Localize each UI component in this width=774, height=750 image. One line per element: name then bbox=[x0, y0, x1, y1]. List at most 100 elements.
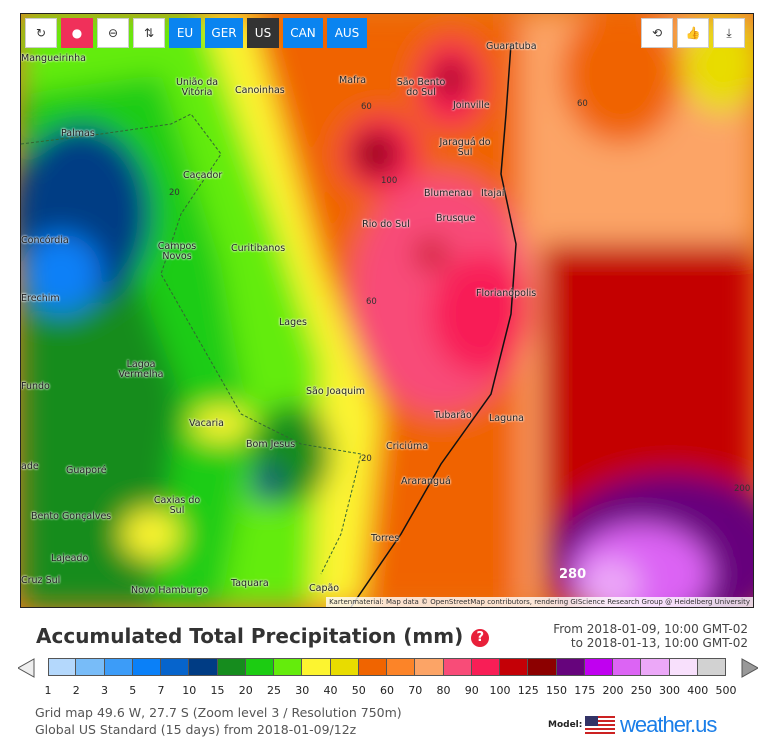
city-label: Bento Gonçalves bbox=[31, 511, 112, 522]
city-label: Blumenau bbox=[424, 188, 473, 199]
city-label: Rio do Sul bbox=[362, 219, 410, 230]
time-range: From 2018-01-09, 10:00 GMT-02 to 2018-01-… bbox=[553, 622, 748, 650]
model-label: Model: bbox=[548, 720, 583, 730]
colorbar-tick-label: 20 bbox=[238, 684, 253, 697]
download-icon: ⤓ bbox=[726, 25, 732, 40]
city-label: Erechim bbox=[21, 293, 60, 304]
colorbar-tick-label: 200 bbox=[602, 684, 624, 697]
colorbar bbox=[34, 658, 740, 678]
colorbar-swatch bbox=[189, 658, 218, 676]
colorbar-tick-label: 5 bbox=[129, 684, 137, 697]
city-label: Laguna bbox=[489, 413, 525, 424]
contour-label: 20 bbox=[361, 454, 372, 464]
colorbar-swatch bbox=[330, 658, 359, 676]
city-label: Cruz Sul bbox=[21, 575, 61, 586]
zoom-out-icon: ⊖ bbox=[107, 26, 119, 40]
range-from: From 2018-01-09, 10:00 GMT-02 bbox=[553, 622, 748, 636]
contour-label: 60 bbox=[577, 99, 588, 109]
colorbar-tick-label: 175 bbox=[574, 684, 596, 697]
contour-label: 60 bbox=[361, 102, 372, 112]
city-label: Curitibanos bbox=[231, 243, 286, 254]
city-label: Brusque bbox=[436, 213, 476, 224]
colorbar-swatch bbox=[48, 658, 77, 676]
colorbar-tick-label: 2 bbox=[72, 684, 80, 697]
city-label: Capão bbox=[309, 583, 340, 594]
colorbar-tick-label: 15 bbox=[210, 684, 225, 697]
thumbs-up-icon: 👍 bbox=[685, 26, 701, 40]
colorbar-tick-label: 150 bbox=[546, 684, 567, 697]
map-attribution: Kartenmaterial: Map data © OpenStreetMap… bbox=[326, 597, 753, 607]
region-ger-button[interactable]: GER bbox=[205, 18, 243, 48]
contour-label: 280 bbox=[559, 567, 587, 582]
colorbar-swatch bbox=[528, 658, 557, 676]
zoom-out-button[interactable]: ⊖ bbox=[97, 18, 129, 48]
colorbar-arrows bbox=[18, 658, 758, 678]
colorbar-tick-label: 70 bbox=[408, 684, 423, 697]
colorbar-swatch bbox=[415, 658, 444, 676]
city-label: Novo Hamburgo bbox=[131, 585, 209, 596]
city-label: Lagoa Vermelha bbox=[118, 359, 164, 380]
share-button[interactable]: ⟲ bbox=[641, 18, 673, 48]
sort-icon: ⇅ bbox=[143, 26, 155, 40]
colorbar-tick-label: 125 bbox=[517, 684, 539, 697]
like-button[interactable]: 👍 bbox=[677, 18, 709, 48]
map-view[interactable]: ↻ ● ⊖ ⇅ EU GER US CAN AUS ⟲ 👍 ⤓ Mangueir… bbox=[20, 13, 754, 608]
colorbar-tick-label: 60 bbox=[380, 684, 394, 697]
colorbar-swatch bbox=[556, 658, 585, 676]
city-label: Mafra bbox=[339, 75, 367, 86]
city-label: Tubarão bbox=[434, 410, 472, 421]
colorbar-tick-label: 90 bbox=[464, 684, 479, 697]
grid-info-line1: Grid map 49.6 W, 27.7 S (Zoom level 3 / … bbox=[35, 705, 402, 720]
city-label: Concórdia bbox=[21, 235, 69, 246]
grid-info: Grid map 49.6 W, 27.7 S (Zoom level 3 / … bbox=[35, 704, 402, 738]
city-label: Campos Novos bbox=[157, 241, 197, 262]
weather-us-logo[interactable]: weather.us bbox=[620, 712, 717, 737]
colorbar-swatch bbox=[500, 658, 529, 676]
refresh-icon: ↻ bbox=[35, 26, 47, 40]
range-to: to 2018-01-13, 10:00 GMT-02 bbox=[570, 636, 748, 650]
refresh-button[interactable]: ↻ bbox=[25, 18, 57, 48]
retweet-icon: ⟲ bbox=[651, 26, 663, 40]
city-label: Caxias do Sul bbox=[153, 495, 201, 516]
colorbar-swatch bbox=[245, 658, 274, 676]
help-icon[interactable]: ? bbox=[471, 629, 490, 647]
city-label: Palmas bbox=[61, 128, 95, 139]
contour-label: 20 bbox=[169, 188, 180, 198]
city-label: Araranguá bbox=[401, 476, 451, 487]
city-label: Fundo bbox=[21, 381, 50, 392]
sort-button[interactable]: ⇅ bbox=[133, 18, 165, 48]
colorbar-swatch bbox=[584, 658, 613, 676]
city-label: São Joaquim bbox=[306, 386, 366, 397]
colorbar-tick-label: 250 bbox=[630, 684, 652, 697]
colorbar-tick-label: 40 bbox=[323, 684, 338, 697]
location-button[interactable]: ● bbox=[61, 18, 93, 48]
city-label: Bom Jesus bbox=[246, 439, 296, 450]
legend-title: Accumulated Total Precipitation (mm)? bbox=[36, 624, 490, 648]
city-label: Criciúma bbox=[386, 441, 429, 452]
download-button[interactable]: ⤓ bbox=[713, 18, 745, 48]
city-label: Itajaí bbox=[481, 188, 505, 199]
us-flag-icon bbox=[585, 716, 615, 736]
colorbar-swatch bbox=[358, 658, 387, 676]
city-label: ade bbox=[21, 461, 39, 472]
colorbar-swatch bbox=[302, 658, 331, 676]
region-eu-button[interactable]: EU bbox=[169, 18, 201, 48]
colorbar-tick-label: 50 bbox=[351, 684, 366, 697]
colorbar-tick-label: 7 bbox=[157, 684, 165, 697]
colorbar-swatch bbox=[613, 658, 642, 676]
colorbar-swatch bbox=[387, 658, 416, 676]
colorbar-swatch bbox=[274, 658, 303, 676]
city-label: São Bento do Sul bbox=[396, 77, 446, 98]
contour-label: 60 bbox=[366, 297, 377, 307]
region-aus-button[interactable]: AUS bbox=[327, 18, 367, 48]
region-can-button[interactable]: CAN bbox=[283, 18, 323, 48]
region-us-button[interactable]: US bbox=[247, 18, 279, 48]
city-label: Taquara bbox=[231, 578, 269, 589]
grid-info-line2: Global US Standard (15 days) from 2018-0… bbox=[35, 722, 357, 737]
colorbar-swatch bbox=[697, 658, 726, 676]
colorbar-tick-label: 100 bbox=[489, 684, 511, 697]
colorbar-swatch bbox=[104, 658, 133, 676]
precipitation-field bbox=[21, 14, 753, 607]
city-label: Caçador bbox=[183, 170, 223, 181]
map-pin-icon: ● bbox=[71, 26, 83, 40]
